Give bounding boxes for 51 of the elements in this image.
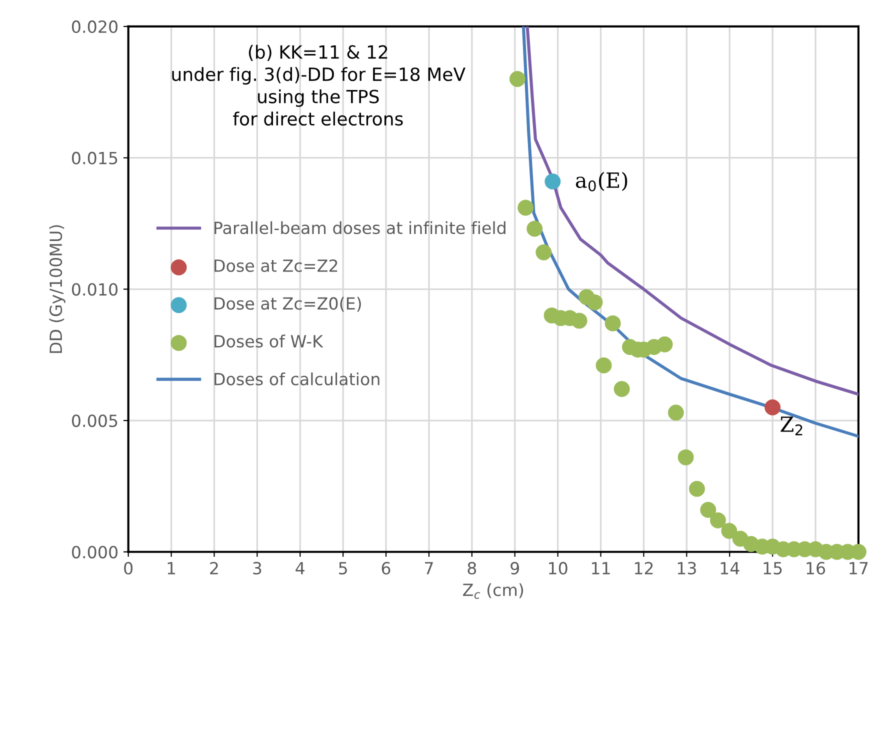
x-tick-label: 11 [592, 562, 610, 574]
point [518, 200, 534, 216]
point [604, 315, 621, 332]
point [571, 312, 588, 329]
point [614, 381, 630, 397]
x-tick-label: 15 [764, 562, 782, 575]
annotation: Z$_{2}$ [780, 416, 802, 436]
x-tick-label: 7 [425, 562, 433, 574]
y-axis-title: DD (Gy/100MU) [49, 225, 66, 353]
point [656, 336, 673, 352]
legend-label: Parallel-beam doses at infinite field [214, 221, 506, 234]
x-tick-label: 6 [382, 562, 390, 575]
x-tick-label: 14 [720, 562, 740, 574]
legend-label: Doses of W-K [214, 334, 324, 348]
x-tick-label: 3 [253, 562, 262, 575]
annotation: a$_{0}$(E) [576, 172, 628, 192]
point [544, 173, 561, 190]
y-tick-label: 0.015 [72, 152, 118, 164]
legend-label: Dose at Zc=Z2 [214, 259, 338, 272]
point [536, 244, 552, 260]
x-tick-label: 4 [296, 562, 304, 574]
point [764, 399, 781, 416]
legend-label: Doses of calculation [214, 372, 380, 386]
x-tick-label: 8 [468, 562, 476, 575]
y-tick-label: 0.000 [72, 546, 118, 558]
point [509, 71, 526, 87]
point [688, 480, 705, 497]
point [721, 522, 738, 539]
x-tick-label: 5 [339, 562, 347, 575]
point [678, 449, 694, 466]
x-tick-label: 12 [634, 562, 653, 574]
y-tick-label: 0.005 [72, 414, 118, 428]
y-tick-label: 0.020 [72, 20, 118, 34]
x-tick-label: 16 [806, 562, 826, 575]
point [710, 512, 726, 528]
x-tick-label: 2 [210, 562, 218, 574]
point [526, 220, 543, 237]
point [586, 294, 603, 310]
point [596, 357, 612, 374]
x-tick-label: 10 [549, 562, 568, 575]
x-axis-title: Z$_{c}$ (cm) [463, 583, 524, 599]
x-tick-label: 13 [678, 562, 696, 575]
legend-label: Dose at Zc=Z0(E) [214, 296, 361, 312]
x-tick-label: 17 [850, 562, 868, 574]
annotation: (b) KK=11 & 12 under fig. 3(d)-DD for E=18 MeV using the TPS for direct electrons [172, 44, 466, 126]
x-tick-label: 9 [510, 562, 519, 575]
x-tick-label: 0 [124, 562, 133, 575]
point [668, 404, 684, 421]
x-tick-label: 1 [168, 562, 176, 574]
point [700, 502, 716, 518]
y-tick-label: 0.010 [72, 283, 118, 296]
